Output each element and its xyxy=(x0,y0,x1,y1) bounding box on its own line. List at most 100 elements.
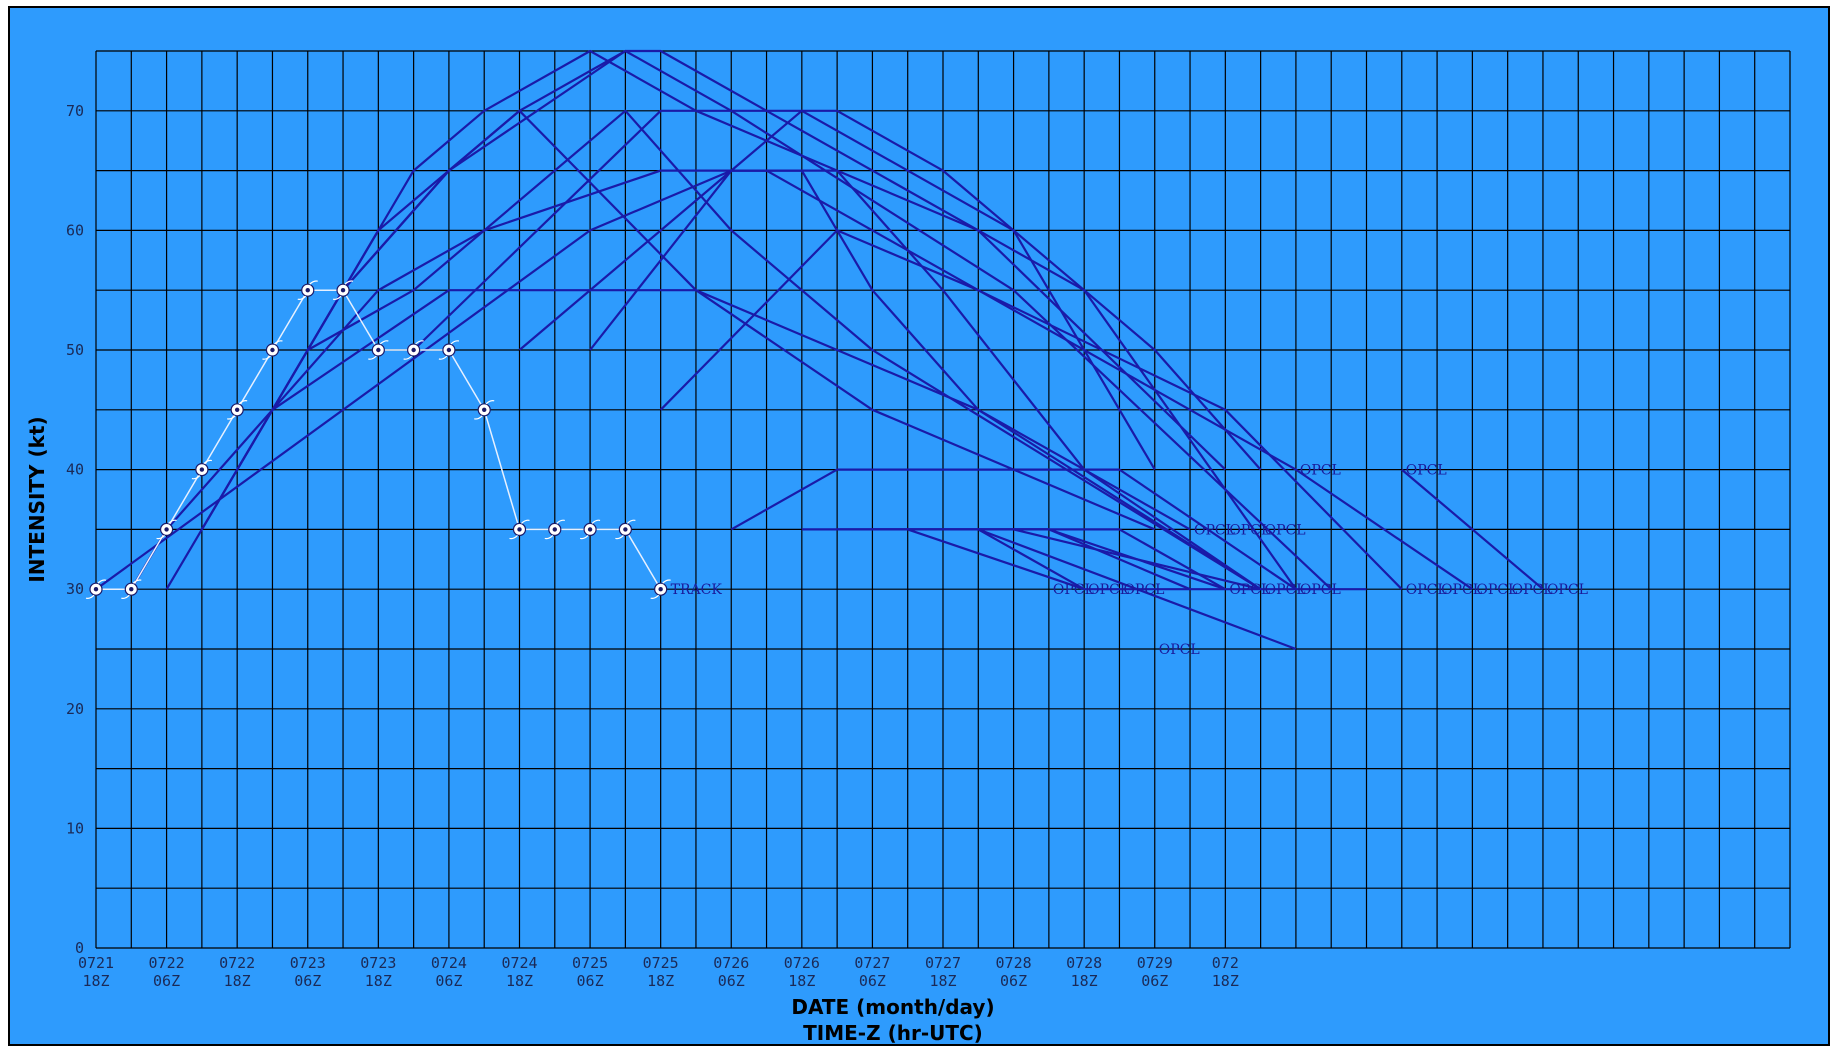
storm-symbol-arms xyxy=(332,280,354,300)
forecast-line xyxy=(165,169,1262,591)
forecast-end-label: OPCL xyxy=(1053,582,1094,598)
storm-symbol-center xyxy=(411,347,416,353)
storm-symbol-center xyxy=(199,467,205,472)
forecast-end-label: OPCL xyxy=(1441,582,1482,598)
x-tick-time: 18Z xyxy=(506,972,533,990)
storm-symbol-center xyxy=(623,527,628,532)
storm-symbol-arms xyxy=(191,459,213,480)
x-tick-time: 06Z xyxy=(1000,972,1027,990)
y-tick-label: 70 xyxy=(66,102,84,120)
x-tick-date: 0723 xyxy=(290,954,326,972)
y-tick-label: 40 xyxy=(66,461,84,479)
storm-symbol-center xyxy=(340,288,346,293)
forecast-end-label: OPCL xyxy=(1406,463,1447,479)
forecast-line xyxy=(1013,528,1261,591)
storm-symbol-center xyxy=(270,347,275,353)
x-tick-time: 18Z xyxy=(788,972,815,990)
x-tick-time: 18Z xyxy=(82,972,109,990)
forecast-end-label: OPCL xyxy=(1194,522,1235,538)
x-tick-date: 0725 xyxy=(572,954,608,972)
storm-symbol-arms xyxy=(121,579,142,599)
forecast-line xyxy=(1401,468,1544,591)
storm-symbol-center xyxy=(129,587,134,592)
storm-symbol-center xyxy=(164,527,169,532)
forecast-end-label: OPCL xyxy=(1265,582,1306,598)
x-tick-time: 06Z xyxy=(859,972,886,990)
storm-symbol-arms xyxy=(615,519,636,540)
storm-symbol-arms xyxy=(474,400,495,420)
forecast-end-label: OPCL xyxy=(1406,582,1447,598)
forecast-line xyxy=(589,169,1262,591)
storm-symbol-center xyxy=(305,288,310,293)
x-tick-time: 06Z xyxy=(1141,972,1168,990)
forecast-end-label: OPCL xyxy=(1265,522,1306,538)
forecast-end-label: OPCL xyxy=(1547,582,1588,598)
storm-symbol-arms xyxy=(227,400,248,420)
storm-symbol-center xyxy=(446,347,452,353)
x-tick-time: 18Z xyxy=(365,972,392,990)
storm-symbol-arms xyxy=(368,340,389,360)
track-end-label: TRACK xyxy=(671,582,723,598)
y-tick-label: 30 xyxy=(66,580,84,598)
forecast-end-label: OPCL xyxy=(1229,522,1270,538)
x-tick-date: 0726 xyxy=(784,954,820,972)
forecast-line xyxy=(1083,468,1191,531)
storm-symbol-center xyxy=(552,527,557,532)
y-axis-label: INTENSITY (kt) xyxy=(25,416,49,582)
x-tick-time: 18Z xyxy=(647,972,674,990)
storm-symbol-arms xyxy=(438,340,460,360)
x-tick-date: 0722 xyxy=(219,954,255,972)
y-tick-label: 20 xyxy=(66,700,84,718)
forecast-line xyxy=(977,528,1297,651)
x-tick-date: 0726 xyxy=(713,954,749,972)
x-tick-time: 18Z xyxy=(224,972,251,990)
x-tick-time: 06Z xyxy=(294,972,321,990)
forecast-line xyxy=(412,109,1262,471)
forecast-line xyxy=(659,229,1403,590)
storm-symbol-center xyxy=(587,527,593,532)
storm-symbol-arms xyxy=(544,519,565,540)
storm-symbol-center xyxy=(93,587,99,592)
x-tick-time: 06Z xyxy=(577,972,604,990)
storm-symbol-arms xyxy=(650,579,671,599)
x-tick-time: 18Z xyxy=(1212,972,1239,990)
forecast-line xyxy=(977,528,1367,591)
x-tick-date: 0727 xyxy=(925,954,961,972)
storm-symbol-center xyxy=(376,347,381,353)
x-tick-date: 0728 xyxy=(1066,954,1102,972)
forecast-line xyxy=(730,468,1297,591)
forecast-end-label: OPCL xyxy=(1123,582,1164,598)
storm-symbol-center xyxy=(234,407,240,412)
x-tick-time: 06Z xyxy=(153,972,180,990)
forecast-end-label: OPCL xyxy=(1512,582,1553,598)
x-tick-date: 0724 xyxy=(501,954,537,972)
forecast-end-label: OPCL xyxy=(1300,463,1341,479)
x-tick-date: 0722 xyxy=(149,954,185,972)
x-tick-date: 0724 xyxy=(431,954,467,972)
x-tick-date: 0725 xyxy=(643,954,679,972)
x-tick-time: 18Z xyxy=(1071,972,1098,990)
x-tick-time: 06Z xyxy=(435,972,462,990)
forecast-end-label: OPCL xyxy=(1476,582,1517,598)
forecast-end-label: OPCL xyxy=(1300,582,1341,598)
y-tick-label: 0 xyxy=(75,939,84,957)
forecast-end-label: OPCL xyxy=(1229,582,1270,598)
storm-symbol-center xyxy=(658,587,663,592)
x-axis-label-time: TIME-Z (hr-UTC) xyxy=(803,1021,983,1045)
y-tick-label: 10 xyxy=(66,819,84,837)
x-tick-date: 0723 xyxy=(360,954,396,972)
forecast-end-label: OPCL xyxy=(1159,642,1200,658)
storm-symbol-arms xyxy=(297,280,318,300)
x-tick-date: 0721 xyxy=(78,954,114,972)
storm-symbol-arms xyxy=(85,579,107,599)
forecast-line xyxy=(518,169,1474,591)
storm-symbol-arms xyxy=(579,519,601,540)
x-tick-date: 0728 xyxy=(996,954,1032,972)
x-axis-label-date: DATE (month/day) xyxy=(791,995,994,1019)
storm-symbol-center xyxy=(517,527,522,532)
storm-symbol-arms xyxy=(156,519,177,540)
x-tick-date: 072 xyxy=(1212,954,1239,972)
chart-frame xyxy=(8,6,1830,1046)
y-tick-label: 50 xyxy=(66,341,84,359)
